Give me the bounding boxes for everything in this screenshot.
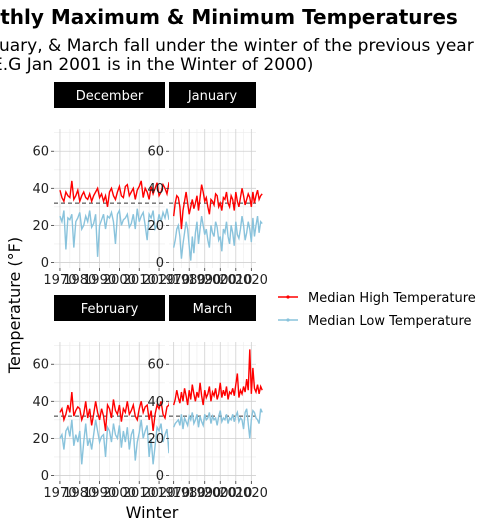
y-tick-label-march: 40 [147, 395, 164, 410]
facet-strip-february [54, 295, 165, 321]
y-tick-label-january: 0 [156, 256, 164, 271]
legend-label-high: Median High Temperature [308, 291, 476, 306]
x-tick-label-february: 2010 [123, 486, 156, 501]
y-tick-label-december: 60 [32, 145, 49, 160]
y-tick-label-february: 60 [32, 358, 49, 373]
x-tick-label-december: 1990 [83, 273, 116, 288]
chart-title: nthly Maximum & Minimum Temperatures [0, 5, 458, 29]
x-tick-label-march: 1970 [157, 486, 190, 501]
x-tick-label-january: 1980 [173, 273, 206, 288]
x-tick-label-february: 1970 [43, 486, 76, 501]
x-tick-label-february: 2000 [103, 486, 136, 501]
x-tick-label-december: 1970 [43, 273, 76, 288]
x-axis-title: Winter [126, 503, 179, 522]
y-tick-label-february: 20 [32, 432, 49, 447]
facet-label-december: December [76, 89, 144, 104]
series-low-line-march [173, 408, 263, 439]
x-tick-label-january: 1990 [188, 273, 221, 288]
y-tick-label-january: 20 [147, 219, 164, 234]
x-tick-label-december: 1980 [63, 273, 96, 288]
facet-label-march: March [193, 302, 233, 317]
x-tick-label-january: 1970 [157, 273, 190, 288]
chart-subtitle-line-1: ruary, & March fall under the winter of … [0, 36, 474, 56]
facet-strip-march [169, 295, 256, 321]
y-tick-label-december: 0 [41, 256, 49, 271]
y-tick-label-december: 20 [32, 219, 49, 234]
x-tick-label-january: 2020 [235, 273, 268, 288]
series-low-line-january [172, 215, 263, 261]
series-high-line-march [172, 349, 263, 406]
x-tick-label-january: 2010 [219, 273, 252, 288]
x-tick-label-march: 1980 [173, 486, 206, 501]
legend-key-dot-high [286, 295, 290, 299]
facet-strip-january [169, 82, 256, 108]
x-tick-label-december: 2000 [103, 273, 136, 288]
y-tick-label-december: 40 [32, 182, 49, 197]
series-high-line-january [172, 184, 263, 230]
x-tick-label-march: 2000 [204, 486, 237, 501]
y-tick-label-march: 0 [156, 469, 164, 484]
y-tick-label-february: 40 [32, 395, 49, 410]
x-tick-label-march: 1990 [188, 486, 221, 501]
x-tick-label-february: 2020 [143, 486, 176, 501]
x-tick-label-december: 2020 [143, 273, 176, 288]
facet-label-january: January [187, 89, 238, 104]
series-high-line-february [59, 388, 174, 432]
x-tick-label-february: 1980 [63, 486, 96, 501]
chart-subtitle-line-2: E.G Jan 2001 is in the Winter of 2000) [0, 55, 314, 75]
y-axis-title: Temperature (°F) [5, 237, 24, 374]
legend-key-dot-low [286, 318, 290, 322]
y-tick-label-march: 60 [147, 358, 164, 373]
facet-label-february: February [81, 302, 139, 317]
facet-strip-december [54, 82, 165, 108]
series-high-line-december [59, 179, 174, 207]
x-tick-label-january: 2000 [204, 273, 237, 288]
x-tick-label-february: 1990 [83, 486, 116, 501]
legend-label-low: Median Low Temperature [308, 314, 472, 329]
y-tick-label-january: 40 [147, 182, 164, 197]
x-tick-label-december: 2010 [123, 273, 156, 288]
series-low-line-february [59, 415, 174, 465]
y-tick-label-march: 20 [147, 432, 164, 447]
y-tick-label-february: 0 [41, 469, 49, 484]
y-tick-label-january: 60 [147, 145, 164, 160]
x-tick-label-march: 2020 [235, 486, 268, 501]
series-low-line-december [59, 206, 174, 257]
x-tick-label-march: 2010 [219, 486, 252, 501]
